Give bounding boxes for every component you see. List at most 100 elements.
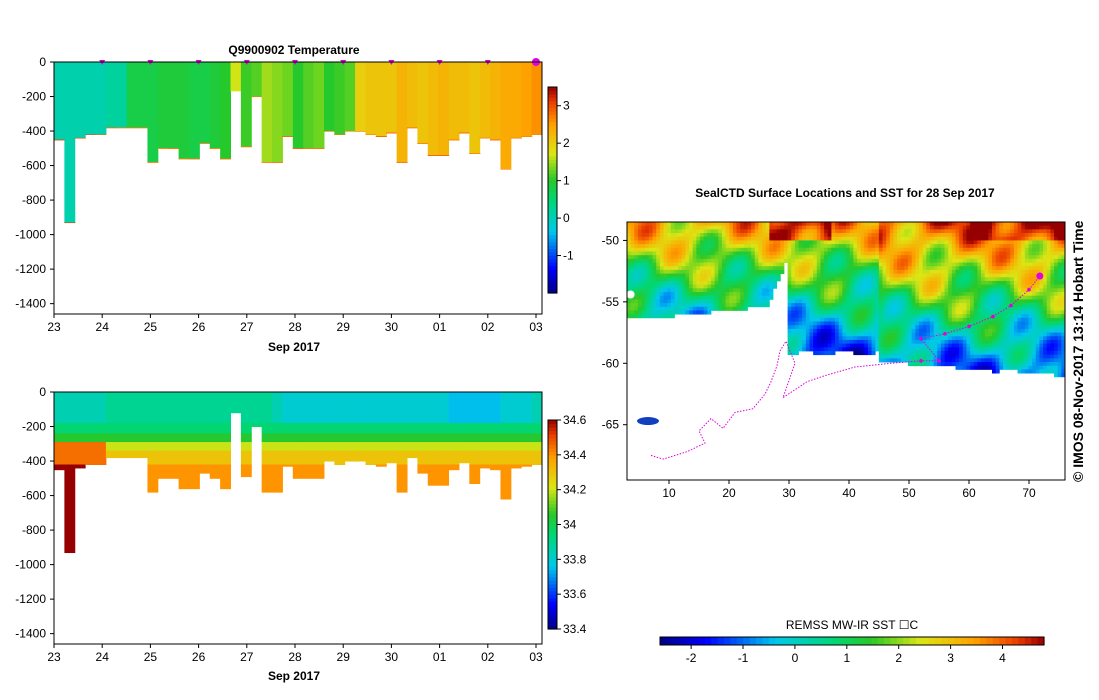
sst-cell xyxy=(1050,295,1055,300)
sst-cell xyxy=(904,244,909,249)
sst-cell xyxy=(692,262,697,267)
sst-cell xyxy=(780,258,785,263)
sst-cell xyxy=(897,251,902,256)
sst-cell xyxy=(637,236,642,241)
sst-cell xyxy=(1028,299,1033,304)
sst-cell xyxy=(904,310,909,315)
sst-cell xyxy=(674,258,679,263)
sst-cell xyxy=(641,306,646,311)
sst-cell xyxy=(1002,277,1007,282)
sst-cell xyxy=(856,328,861,333)
sst-cell xyxy=(1010,240,1015,245)
sst-cell xyxy=(926,284,931,289)
salinity-cell xyxy=(469,423,481,434)
sst-cell xyxy=(842,343,847,348)
salinity-cell xyxy=(355,450,366,462)
sst-cell xyxy=(882,251,887,256)
sst-cell xyxy=(827,321,832,326)
sst-cell xyxy=(911,362,916,367)
sst-cell xyxy=(838,299,843,304)
map-title: SealCTD Surface Locations and SST for 28… xyxy=(695,186,995,200)
sst-cell xyxy=(674,262,679,267)
sst-cell xyxy=(922,347,927,352)
sst-cell xyxy=(984,314,989,319)
sst-cell xyxy=(1057,306,1062,311)
sst-cell xyxy=(747,303,752,308)
sst-cell xyxy=(959,233,964,238)
sst-cell xyxy=(988,288,993,293)
sst-cell xyxy=(1017,343,1022,348)
sst-cell xyxy=(740,258,745,263)
sst-cell xyxy=(700,247,705,252)
salinity-cell xyxy=(292,464,304,479)
sst-cell xyxy=(878,280,883,286)
sst-cell xyxy=(970,339,975,345)
sst-cell xyxy=(707,262,712,267)
sst-cell xyxy=(835,280,840,286)
sst-cell xyxy=(725,277,730,282)
sst-cell xyxy=(864,310,869,315)
sst-cell xyxy=(977,236,982,241)
sst-cell xyxy=(849,222,854,227)
sst-cell xyxy=(911,339,916,345)
sst-cell xyxy=(740,295,745,300)
sst-cell xyxy=(791,269,796,274)
sst-cell xyxy=(714,222,719,227)
sst-cell xyxy=(856,332,861,337)
sst-cell xyxy=(1054,347,1059,352)
sst-cell xyxy=(970,354,975,359)
salinity-cell xyxy=(220,450,232,465)
sst-cell xyxy=(973,240,978,245)
colorbar-segment xyxy=(548,622,557,627)
sst-cell xyxy=(831,236,836,241)
sst-cell xyxy=(995,247,1000,252)
colorbar-segment xyxy=(548,231,557,236)
sst-cell xyxy=(973,280,978,286)
sst-cell xyxy=(1006,317,1011,322)
sst-cell xyxy=(758,280,763,286)
sst-cell xyxy=(886,321,891,326)
temperature-y-axis: 0-200-400-600-800-1000-1200-1400 xyxy=(15,55,54,311)
sst-cell xyxy=(762,229,767,234)
sst-cell xyxy=(732,233,737,238)
sst-cell xyxy=(977,299,982,304)
sst-cell xyxy=(816,339,821,345)
sst-cell xyxy=(838,336,843,341)
salinity-cell xyxy=(448,433,460,443)
y-tick-label: -1400 xyxy=(15,627,46,641)
sst-cell xyxy=(867,258,872,263)
sst-cell xyxy=(809,332,814,337)
sst-cell xyxy=(889,336,894,341)
sst-cell xyxy=(791,295,796,300)
sst-cell xyxy=(831,262,836,267)
sst-cell xyxy=(860,222,865,227)
sst-cell xyxy=(732,269,737,274)
sst-cell xyxy=(893,347,898,352)
colorbar-segment xyxy=(954,637,962,645)
sst-cell xyxy=(886,347,891,352)
sst-cell xyxy=(824,225,829,230)
sst-cell xyxy=(977,262,982,267)
salinity-cell xyxy=(261,423,273,434)
salinity-cell xyxy=(510,442,522,452)
sst-cell xyxy=(751,303,756,308)
sst-cell xyxy=(1035,229,1040,234)
sst-cell xyxy=(721,288,726,293)
sst-cell xyxy=(1054,373,1059,378)
sst-cell xyxy=(977,354,982,359)
sst-cell xyxy=(1035,255,1040,260)
sst-cell xyxy=(889,277,894,282)
colorbar-segment xyxy=(548,135,557,140)
sst-cell xyxy=(1054,229,1059,234)
colorbar-segment xyxy=(548,90,557,95)
sst-cell xyxy=(700,284,705,289)
colorbar-segment xyxy=(548,604,557,609)
sst-cell xyxy=(1002,247,1007,252)
sst-cell xyxy=(966,255,971,260)
sst-cell xyxy=(951,306,956,311)
sst-cell xyxy=(948,288,953,293)
sst-cell xyxy=(1061,317,1065,322)
temperature-chart-title: Q9900902 Temperature xyxy=(228,43,360,57)
sst-cell xyxy=(656,225,661,230)
sst-cell xyxy=(966,251,971,256)
